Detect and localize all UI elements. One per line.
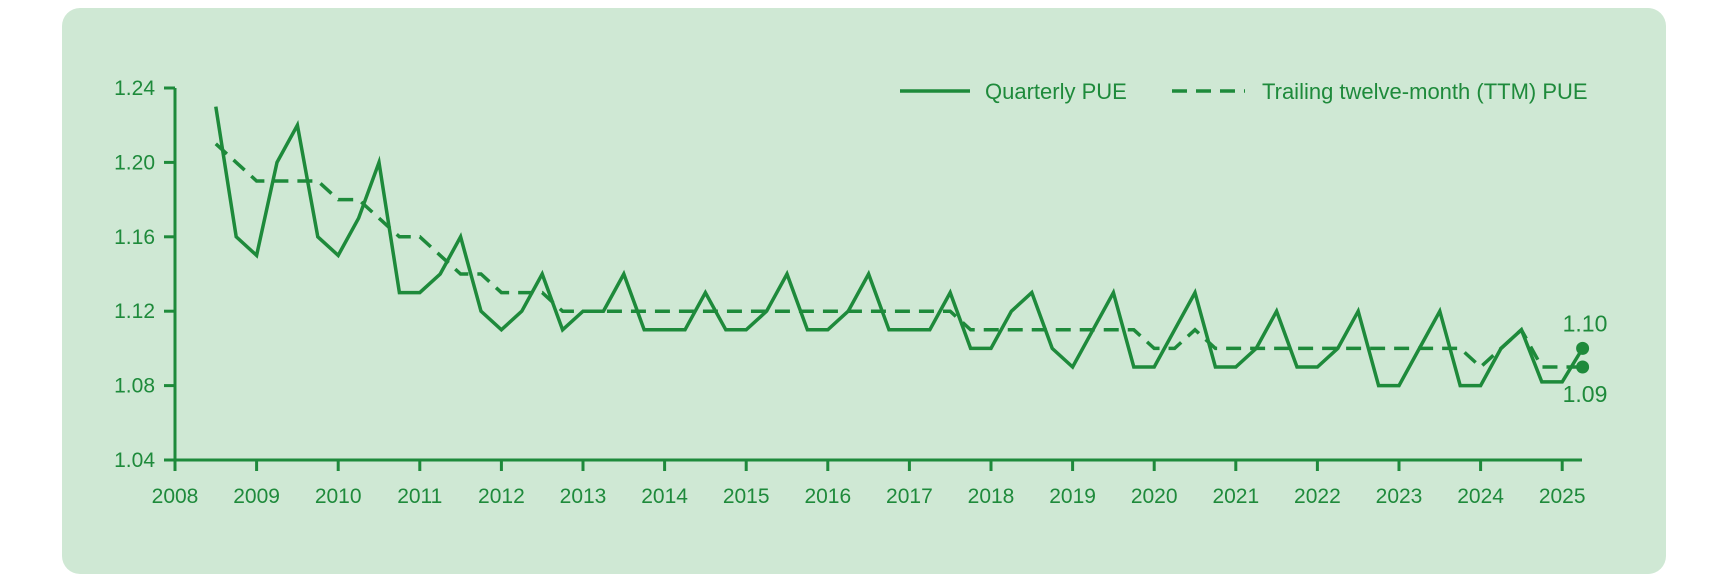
ttm-end-point [1576, 360, 1590, 374]
ttm-end-value: 1.09 [1563, 381, 1608, 407]
legend-ttm-label: Trailing twelve-month (TTM) PUE [1262, 79, 1588, 104]
x-tick-label: 2010 [315, 485, 362, 508]
x-ticks: 2008 2009 2010 2011 2012 2013 2014 2015 2016 2017… [152, 460, 1586, 508]
x-tick-label: 2016 [804, 485, 851, 508]
x-tick-label: 2018 [968, 485, 1015, 508]
x-tick-label: 2015 [723, 485, 770, 508]
x-tick-label: 2023 [1376, 485, 1423, 508]
end-annotations: 1.10 1.09 [1563, 310, 1608, 407]
legend-quarterly-label: Quarterly PUE [985, 79, 1127, 104]
x-tick-label: 2021 [1212, 485, 1259, 508]
x-tick-label: 2011 [397, 485, 442, 508]
y-ticks: 1.04 1.08 1.12 1.16 1.20 1.24 [114, 77, 175, 472]
legend: Quarterly PUE Trailing twelve-month (TTM… [900, 79, 1588, 104]
x-tick-label: 2008 [152, 485, 199, 508]
quarterly-end-point [1576, 341, 1590, 355]
y-tick-label: 1.04 [114, 449, 155, 472]
series-lines [214, 106, 1585, 388]
quarterly-pue-line [214, 106, 1585, 388]
x-tick-label: 2014 [641, 485, 688, 508]
quarterly-end-value: 1.10 [1563, 310, 1608, 336]
x-tick-label: 2024 [1457, 485, 1504, 508]
x-tick-label: 2020 [1131, 485, 1178, 508]
x-tick-label: 2017 [886, 485, 933, 508]
y-tick-label: 1.12 [114, 300, 155, 323]
chart-card [62, 8, 1666, 574]
y-tick-label: 1.20 [114, 151, 155, 174]
x-tick-label: 2025 [1539, 485, 1586, 508]
y-tick-label: 1.16 [114, 226, 155, 249]
x-tick-label: 2022 [1294, 485, 1341, 508]
x-tick-label: 2012 [478, 485, 525, 508]
x-tick-label: 2009 [233, 485, 280, 508]
x-tick-label: 2019 [1049, 485, 1096, 508]
ttm-pue-line [214, 142, 1583, 370]
axes [173, 88, 1582, 462]
y-tick-label: 1.08 [114, 375, 155, 398]
x-tick-label: 2013 [560, 485, 607, 508]
y-tick-label: 1.24 [114, 77, 155, 100]
